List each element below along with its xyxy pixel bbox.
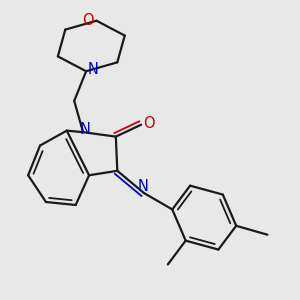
Text: N: N — [137, 179, 148, 194]
Text: O: O — [144, 116, 155, 131]
Text: N: N — [80, 122, 91, 137]
Text: O: O — [82, 13, 94, 28]
Text: N: N — [88, 62, 99, 77]
